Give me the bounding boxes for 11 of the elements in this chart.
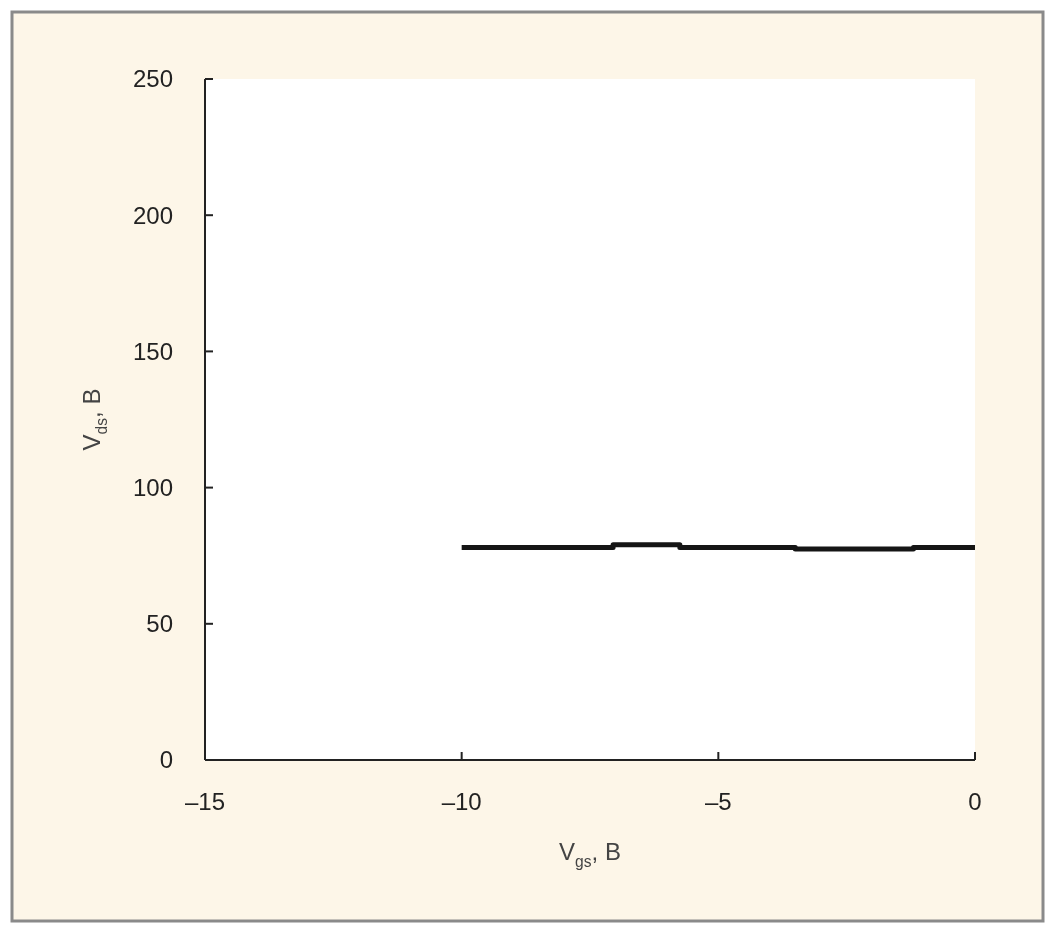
x-tick-label: –15	[184, 788, 226, 815]
x-tick-label: –5	[704, 788, 732, 815]
y-tick-label: 50	[146, 610, 173, 638]
y-tick-label: 100	[132, 474, 173, 501]
y-tick-label: 250	[132, 65, 173, 93]
y-tick-label: 150	[132, 337, 173, 365]
x-tick-label: 0	[968, 788, 982, 815]
y-tick-label: 0	[159, 746, 173, 774]
x-tick-label: –10	[441, 788, 482, 815]
y-tick-label: 200	[132, 201, 173, 229]
x-axis-title: V$_{gs}$, B	[559, 838, 621, 871]
